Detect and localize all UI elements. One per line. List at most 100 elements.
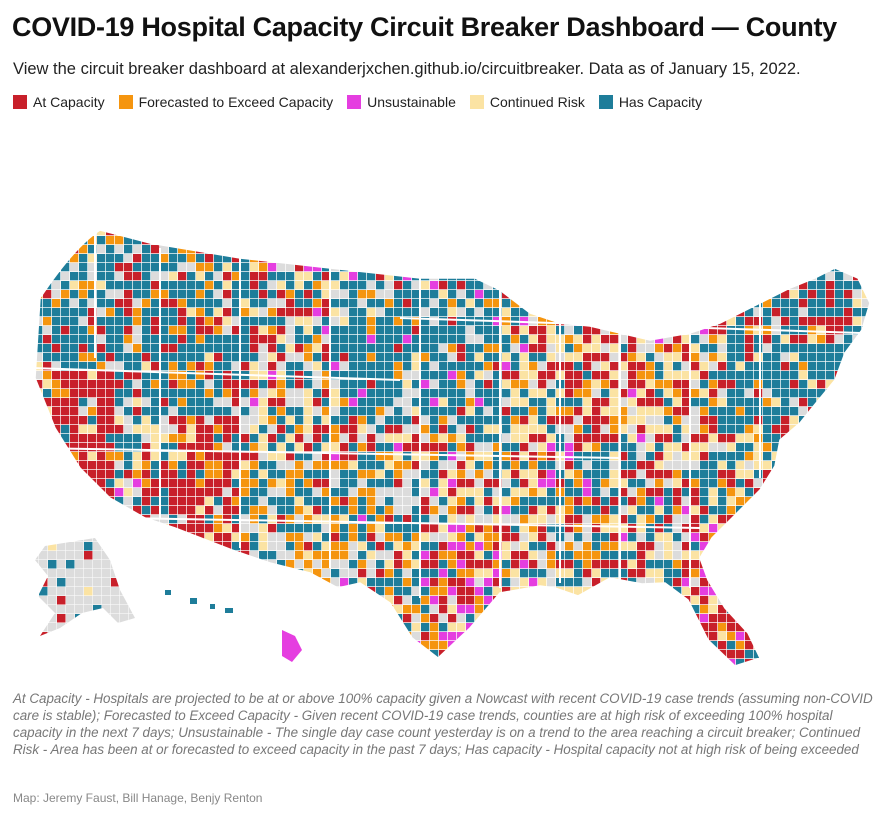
county-cell (484, 587, 493, 596)
county-cell (97, 398, 106, 407)
county-cell (187, 542, 196, 551)
county-cell (385, 218, 393, 226)
county-cell (511, 614, 520, 623)
county-cell (169, 668, 177, 676)
county-cell (673, 506, 682, 515)
county-cell (133, 470, 142, 479)
county-cell (241, 317, 250, 326)
county-cell (826, 668, 834, 676)
county-cell (115, 479, 124, 488)
county-cell (772, 398, 781, 407)
county-cell (520, 524, 529, 533)
county-cell (133, 551, 142, 560)
county-cell (520, 272, 529, 281)
county-cell (466, 344, 475, 353)
county-cell (799, 668, 807, 676)
county-cell (403, 470, 412, 479)
county-cell (790, 308, 799, 317)
county-cell (115, 380, 124, 389)
county-cell (574, 443, 583, 452)
county-cell (214, 569, 223, 578)
county-cell (142, 668, 150, 676)
county-cell (48, 551, 57, 560)
county-cell (862, 416, 870, 425)
county-cell (763, 281, 772, 290)
county-cell (817, 587, 826, 596)
county-cell (502, 470, 511, 479)
county-cell (547, 317, 556, 326)
county-cell (421, 578, 430, 587)
county-cell (529, 596, 538, 605)
county-cell (268, 398, 277, 407)
county-cell (286, 533, 295, 542)
county-cell (169, 650, 178, 659)
county-cell (133, 398, 142, 407)
county-cell (520, 371, 529, 380)
county-cell (592, 650, 601, 659)
county-cell (394, 443, 403, 452)
county-cell (565, 587, 574, 596)
county-cell (475, 650, 484, 659)
county-cell (835, 587, 844, 596)
county-cell (691, 371, 700, 380)
county-cell (493, 524, 502, 533)
county-cell (574, 236, 583, 245)
county-cell (421, 263, 430, 272)
county-cell (25, 641, 33, 649)
county-cell (745, 245, 754, 254)
county-cell (511, 299, 520, 308)
county-cell (340, 515, 349, 524)
county-cell (394, 371, 403, 380)
county-cell (48, 614, 57, 623)
county-cell (628, 542, 637, 551)
county-cell (385, 326, 394, 335)
county-cell (331, 470, 340, 479)
county-cell (655, 230, 664, 236)
county-cell (790, 578, 799, 587)
county-cell (52, 524, 61, 533)
county-cell (93, 605, 102, 614)
county-cell (286, 344, 295, 353)
county-cell (754, 506, 763, 515)
county-cell (39, 569, 48, 578)
county-cell (637, 245, 646, 254)
county-cell (25, 506, 33, 514)
county-cell (75, 551, 84, 560)
county-cell (475, 425, 484, 434)
county-cell (502, 272, 511, 281)
county-cell (286, 290, 295, 299)
county-cell (817, 299, 826, 308)
county-cell (565, 245, 574, 254)
county-cell (313, 596, 322, 605)
county-cell (340, 308, 349, 317)
county-cell (295, 371, 304, 380)
county-cell (295, 389, 304, 398)
county-cell (700, 218, 708, 226)
county-cell (628, 299, 637, 308)
county-cell (394, 353, 403, 362)
county-cell (763, 371, 772, 380)
county-cell (583, 452, 592, 461)
county-cell (35, 236, 43, 245)
county-cell (817, 560, 826, 569)
county-cell (781, 443, 790, 452)
county-cell (70, 632, 79, 641)
county-cell (700, 479, 709, 488)
county-cell (331, 659, 340, 666)
county-cell (700, 335, 709, 344)
county-cell (61, 650, 70, 659)
county-cell (115, 371, 124, 380)
county-cell (367, 380, 376, 389)
county-cell (124, 272, 133, 281)
county-cell (376, 623, 385, 632)
county-cell (178, 488, 187, 497)
county-cell (394, 632, 403, 641)
county-cell (268, 425, 277, 434)
county-cell (835, 578, 844, 587)
county-cell (259, 497, 268, 506)
county-cell (601, 380, 610, 389)
county-cell (457, 425, 466, 434)
county-cell (484, 308, 493, 317)
county-cell (223, 533, 232, 542)
county-cell (430, 551, 439, 560)
